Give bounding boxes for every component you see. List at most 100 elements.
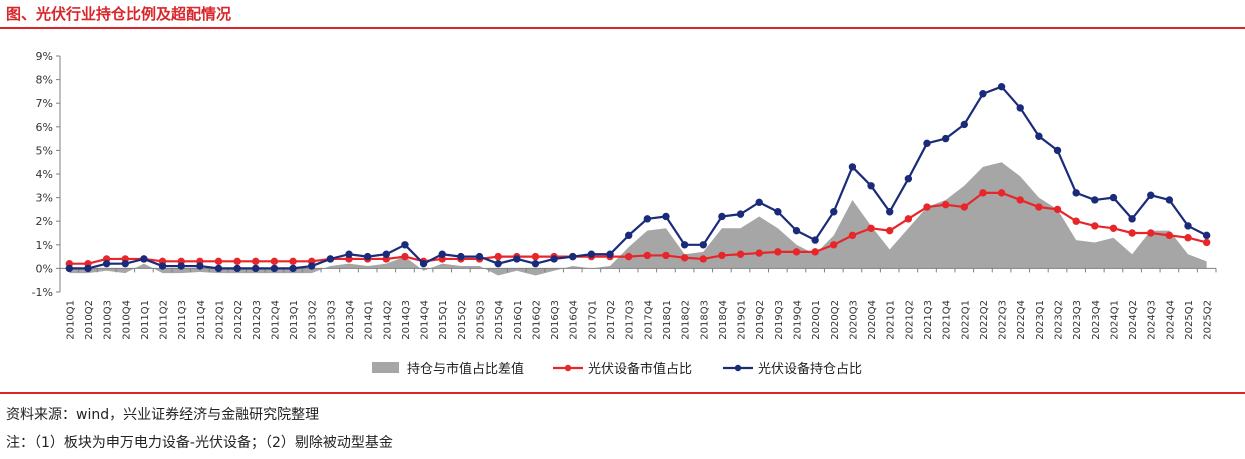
y-tick-label: 0% [36, 262, 53, 275]
point-holding-share [1165, 196, 1174, 204]
point-market-share [1072, 217, 1080, 225]
x-tick-label: 2011Q1 [140, 300, 151, 340]
y-tick-label: 1% [36, 239, 53, 252]
point-market-share [886, 226, 894, 235]
x-tick-label: 2012Q3 [252, 300, 263, 340]
point-holding-share [680, 241, 689, 249]
x-tick-label: 2018Q1 [662, 300, 673, 340]
point-holding-share [624, 231, 633, 240]
x-tick-label: 2016Q1 [513, 300, 524, 340]
axes-layer: -1% 0% 1% 2% 3% 4% 5% 6% 7% 8% 9% 2010Q1 2010Q2 2010Q… [32, 50, 1217, 340]
point-holding-share [792, 226, 801, 235]
point-holding-share [308, 262, 316, 270]
point-holding-share [923, 139, 931, 148]
point-market-share [1128, 229, 1136, 237]
point-holding-share [1184, 222, 1192, 230]
y-tick-label: 2% [36, 215, 53, 228]
x-tick-label: 2023Q4 [1091, 300, 1102, 340]
point-holding-share [214, 264, 223, 273]
point-holding-share [1202, 231, 1211, 240]
x-tick-label: 2020Q1 [811, 300, 822, 340]
x-tick-label: 2021Q3 [923, 300, 934, 340]
x-tick-label: 2024Q3 [1147, 300, 1158, 340]
x-tick-label: 2022Q2 [979, 300, 990, 340]
x-tick-label: 2015Q1 [438, 300, 449, 340]
point-holding-share [513, 255, 521, 263]
point-holding-share [606, 250, 614, 258]
point-holding-share [345, 250, 353, 258]
point-holding-share [569, 252, 577, 261]
bottom-rule [0, 392, 1245, 394]
point-holding-share [1053, 146, 1062, 155]
legend-market-share-label: 光伏设备市值占比 [588, 361, 692, 377]
x-tick-label: 2021Q1 [886, 300, 897, 340]
point-market-share [494, 252, 502, 261]
x-tick-label: 2012Q4 [270, 300, 281, 340]
point-holding-share [904, 175, 913, 183]
area-layer [69, 162, 1207, 276]
x-tick-label: 2021Q2 [904, 300, 915, 340]
point-holding-share [699, 241, 707, 249]
y-tick-label: -1% [32, 286, 53, 299]
legend-holding-share-marker [734, 364, 742, 372]
note-text: 注：（1）板块为申万电力设备-光伏设备；（2）剔除被动型基金 [6, 435, 393, 451]
point-market-share [736, 250, 745, 258]
point-market-share [1202, 238, 1211, 247]
y-tick-label: 9% [36, 50, 53, 63]
point-holding-share [233, 264, 241, 273]
point-holding-share [979, 90, 987, 98]
x-tick-label: 2015Q3 [476, 300, 487, 340]
legend-holding-share-label: 光伏设备持仓占比 [758, 361, 862, 377]
point-holding-share [270, 264, 279, 273]
point-holding-share [457, 252, 465, 261]
y-tick-label: 4% [36, 168, 53, 181]
x-tick-label: 2020Q3 [848, 300, 859, 340]
point-holding-share [1016, 104, 1024, 112]
x-tick-label: 2024Q2 [1128, 300, 1139, 340]
x-tick-label: 2024Q1 [1109, 300, 1120, 340]
point-holding-share [830, 208, 838, 216]
point-market-share [979, 189, 987, 197]
y-tick-label: 6% [36, 121, 53, 134]
x-tick-label: 2014Q4 [420, 300, 431, 340]
x-tick-label: 2016Q2 [531, 300, 542, 340]
legend-area-diff-swatch [372, 362, 399, 373]
x-tick-label: 2015Q2 [457, 300, 468, 340]
point-market-share [680, 254, 689, 262]
point-holding-share [1128, 215, 1136, 223]
point-market-share [941, 200, 950, 209]
point-holding-share [550, 255, 558, 263]
x-tick-label: 2014Q2 [382, 300, 393, 340]
point-holding-share [475, 252, 484, 261]
lines-layer [65, 82, 1211, 273]
point-holding-share [419, 259, 428, 268]
x-tick-label: 2017Q1 [587, 300, 598, 340]
point-holding-share [65, 264, 74, 273]
x-tick-label: 2025Q1 [1184, 300, 1195, 340]
point-market-share [401, 252, 409, 261]
x-tick-label: 2013Q1 [289, 300, 300, 340]
point-market-share [1091, 222, 1099, 230]
point-market-share [774, 248, 782, 256]
point-holding-share [1091, 196, 1099, 204]
point-holding-share [811, 236, 819, 244]
source-text: 资料来源：wind，兴业证券经济与金融研究院整理 [6, 407, 320, 423]
point-market-share [624, 252, 633, 261]
x-tick-label: 2010Q2 [84, 300, 95, 340]
point-holding-share [774, 208, 782, 216]
point-holding-share [587, 250, 596, 258]
point-market-share [1053, 205, 1062, 214]
x-tick-label: 2010Q4 [121, 300, 132, 340]
point-market-share [867, 224, 875, 232]
chart: -1% 0% 1% 2% 3% 4% 5% 6% 7% 8% 9% 2010Q1 2010Q2 2010Q… [32, 50, 1217, 377]
x-tick-label: 2024Q4 [1165, 300, 1176, 340]
x-tick-label: 2017Q4 [643, 300, 654, 340]
x-tick-label: 2017Q3 [625, 300, 636, 340]
point-holding-share [1072, 189, 1080, 197]
y-tick-label: 5% [36, 144, 53, 157]
point-market-share [699, 255, 707, 263]
point-holding-share [1147, 191, 1155, 199]
legend-area-diff-label: 持仓与市值占比差值 [407, 361, 524, 377]
x-tick-label: 2010Q3 [103, 300, 114, 340]
point-market-share [643, 251, 652, 260]
